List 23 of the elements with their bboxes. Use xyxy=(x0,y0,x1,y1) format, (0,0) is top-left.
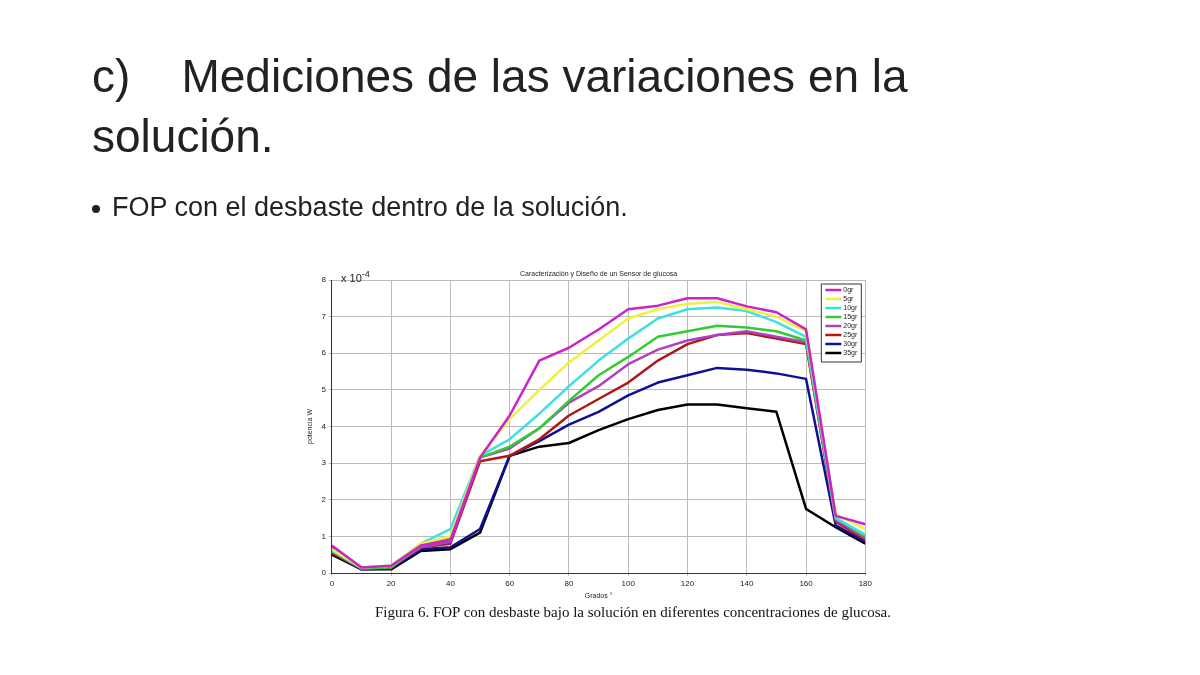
text: Figura 6. FOP con desbaste bajo la solución en diferentes concentraciones de glucosa. xyxy=(374,604,892,621)
y-tick-label: 6 xyxy=(321,348,327,358)
x-tick-label: 120 xyxy=(680,579,695,588)
x-tick-label: 80 xyxy=(564,579,574,588)
y-tick-label: 5 xyxy=(321,385,327,395)
y-tick-label: 1 xyxy=(321,531,327,541)
y-tick-label: 2 xyxy=(321,494,327,504)
annotation: x 10$^{-4}$ xyxy=(341,268,370,285)
y-tick-label: 7 xyxy=(321,311,327,321)
x-tick-label: 100 xyxy=(621,579,636,588)
x-tick-label: 0 xyxy=(329,579,335,588)
x-tick-label: 160 xyxy=(799,579,814,588)
chart-title: c) Mediciones de las variaciones en la solución. xyxy=(92,49,909,164)
y-tick-label: 8 xyxy=(321,275,327,285)
x-tick-label: 40 xyxy=(445,579,456,588)
chart-subtitle: FOP con el desbaste dentro de la solución. xyxy=(112,192,628,222)
x-tick-label: 60 xyxy=(505,579,515,588)
x-tick-label: 20 xyxy=(386,579,397,588)
x-tick-label: 140 xyxy=(740,579,754,588)
y-tick-label: 0 xyxy=(321,568,327,578)
y-tick-label: 3 xyxy=(321,458,327,468)
y-tick-label: 4 xyxy=(321,421,327,431)
x-tick-label: 180 xyxy=(858,579,873,588)
